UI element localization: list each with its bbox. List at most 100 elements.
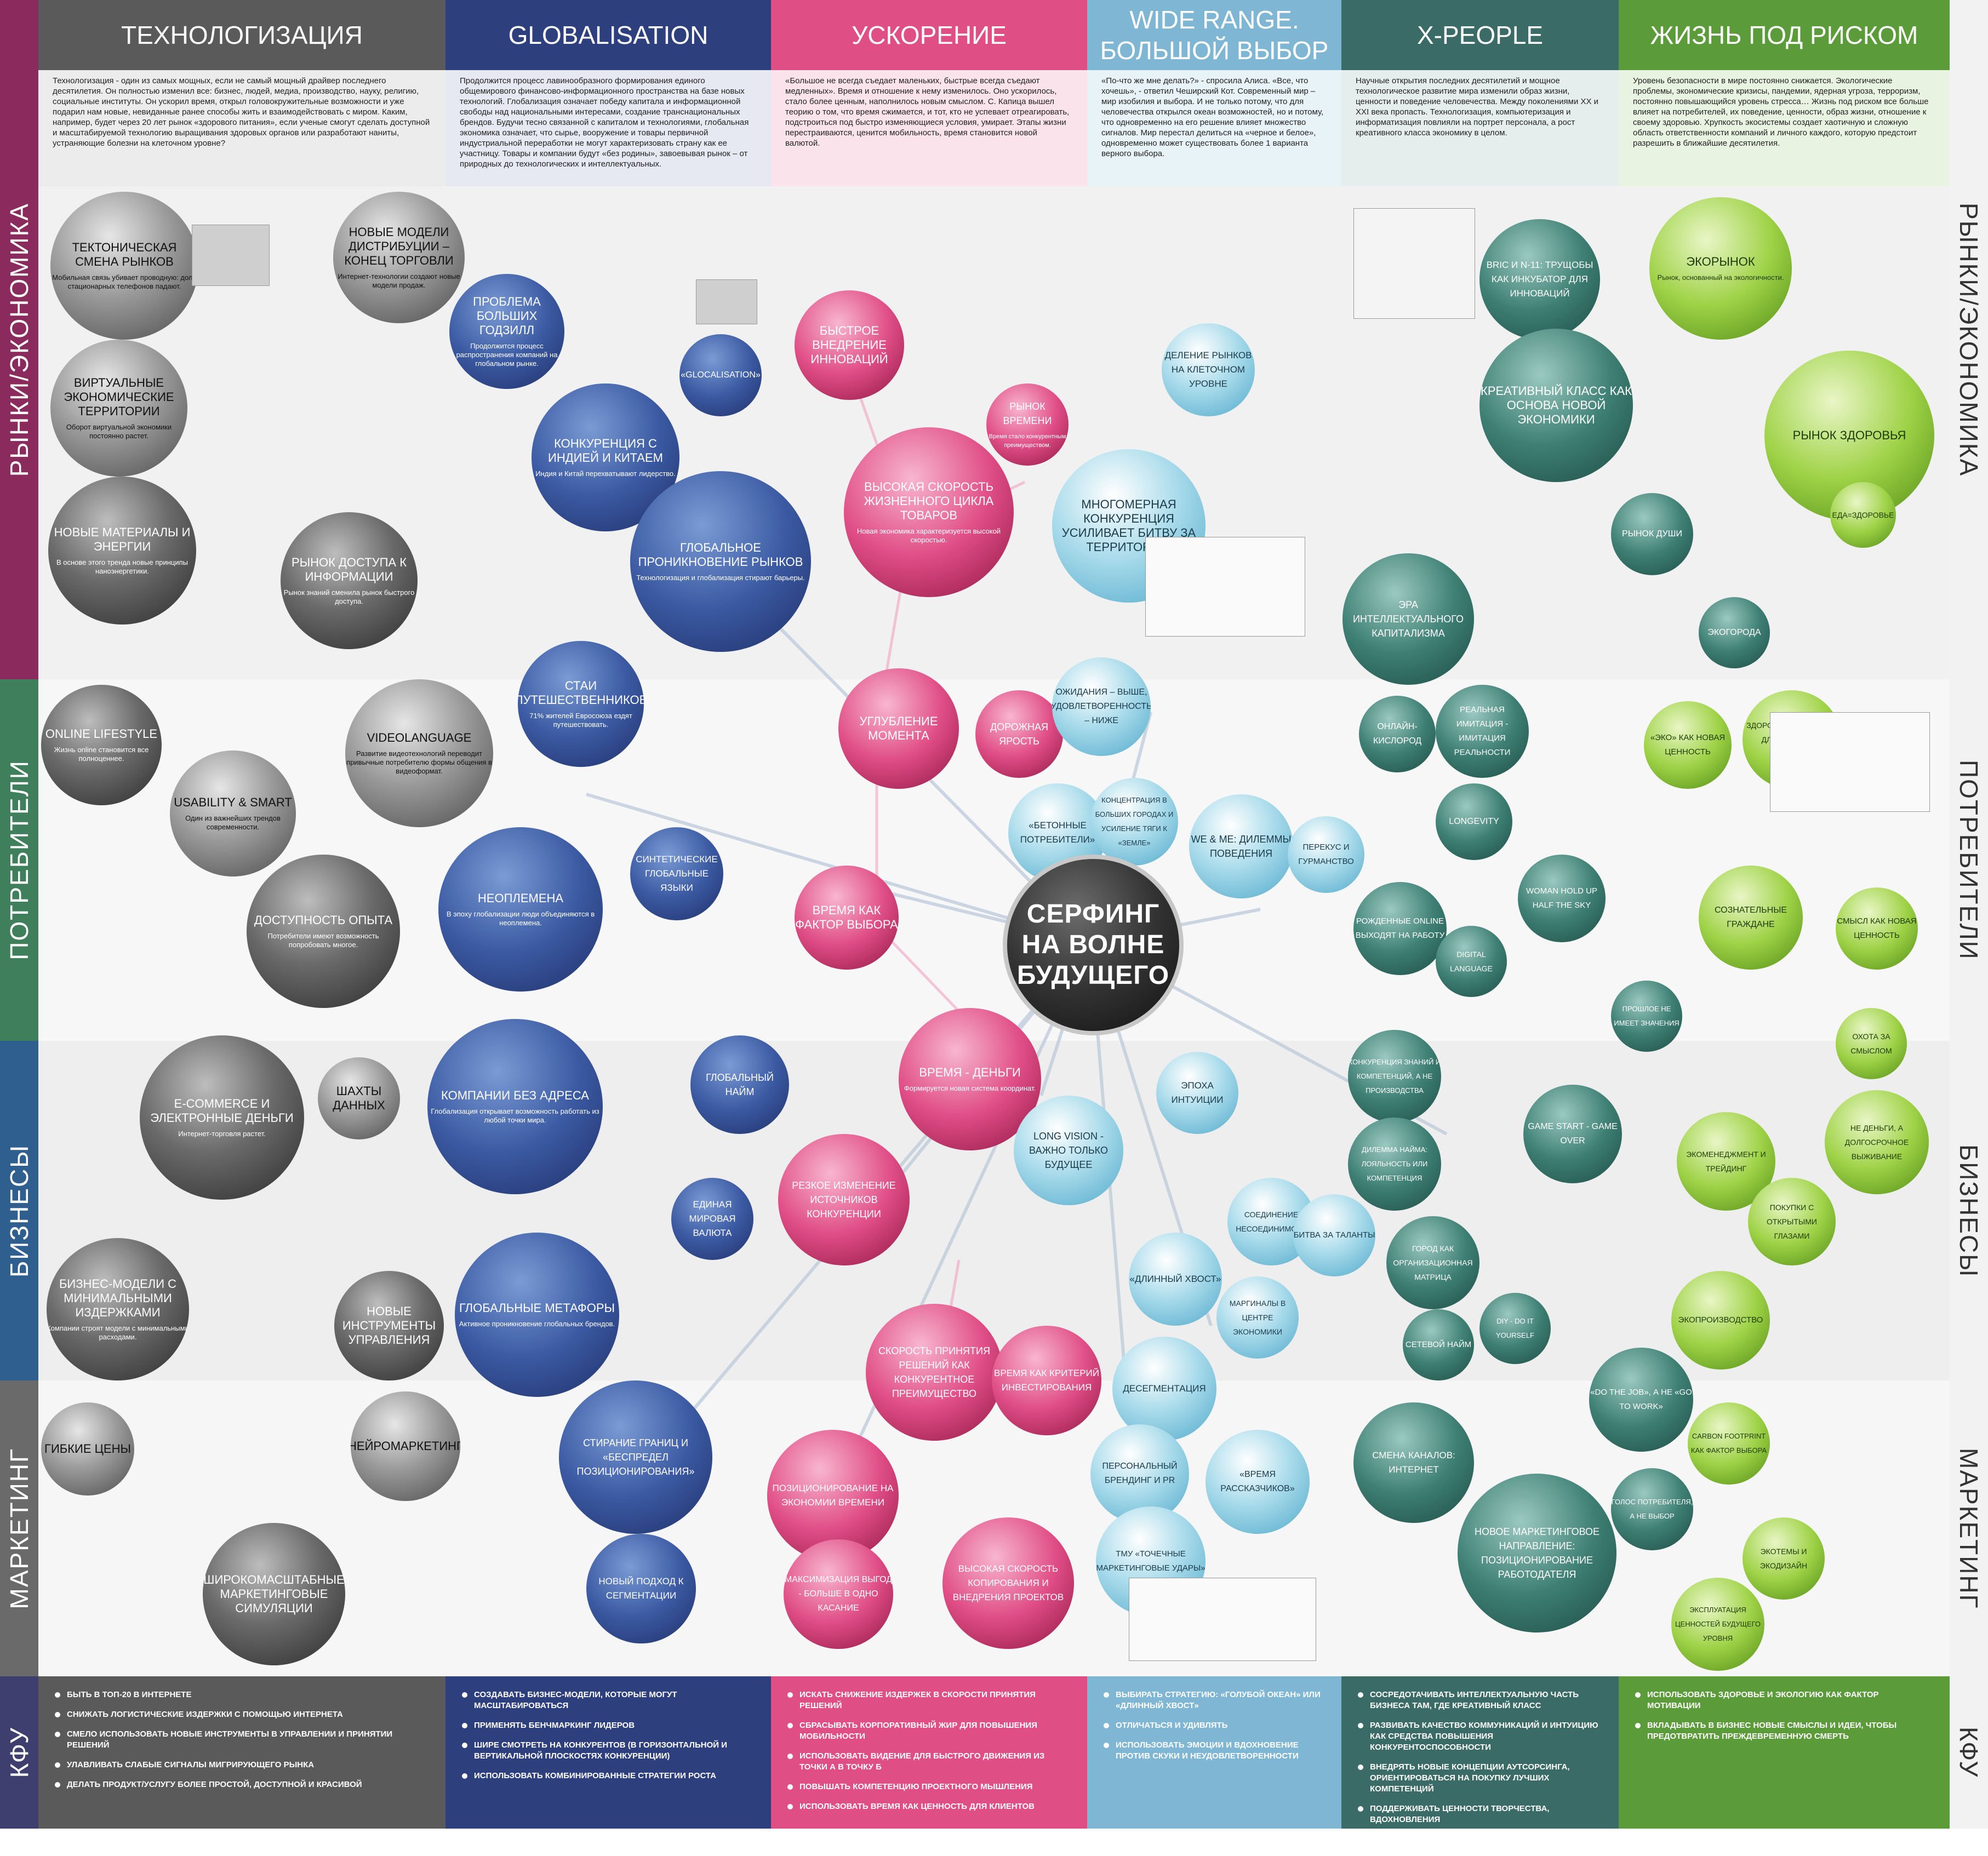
bubble-copy-speed[interactable]: ВЫСОКАЯ СКОРОСТЬ КОПИРОВАНИЯ И ВНЕДРЕНИЯ… [942,1517,1074,1649]
bubble-no-address-companies[interactable]: КОМПАНИИ БЕЗ АДРЕСА Глобализация открыва… [427,1019,603,1194]
bubble-text: Мобильная связь убивает проводную: доли … [52,273,197,290]
bubble-diy[interactable]: DIY - DO IT YOURSELF [1479,1293,1551,1364]
bubble-decision-speed[interactable]: СКОРОСТЬ ПРИНЯТИЯ РЕШЕНИЙ КАК КОНКУРЕНТН… [866,1304,1003,1441]
kfu-list: СОЗДАВАТЬ БИЗНЕС-МОДЕЛИ, КОТОРЫЕ МОГУТ М… [462,1689,755,1781]
bubble-cell-markets[interactable]: ДЕЛЕНИЕ РЫНКОВ НА КЛЕТОЧНОМ УРОВНЕ [1162,323,1255,416]
bubble-new-distribution[interactable]: НОВЫЕ МОДЕЛИ ДИСТРИБУЦИИ – КОНЕЦ ТОРГОВЛ… [333,192,465,323]
kfu-item: ВКЛАДЫВАТЬ В БИЗНЕС НОВЫЕ СМЫСЛЫ И ИДЕИ,… [1635,1720,1933,1742]
bubble-employer-positioning[interactable]: НОВОЕ МАРКЕТИНГОВОЕ НАПРАВЛЕНИЕ: ПОЗИЦИО… [1458,1474,1616,1632]
bubble-lifecycle-speed[interactable]: ВЫСОКАЯ СКОРОСТЬ ЖИЗНЕННОГО ЦИКЛА ТОВАРО… [844,427,1014,597]
bubble-deep-moment[interactable]: УГЛУБЛЕНИЕ МОМЕНТА [838,668,959,789]
bubble-time-choice[interactable]: ВРЕМЯ КАК ФАКТОР ВЫБОРА [795,866,899,970]
bubble-creative-class[interactable]: КРЕАТИВНЫЙ КЛАСС КАК ОСНОВА НОВОЙ ЭКОНОМ… [1479,329,1633,482]
bubble-title: ДЕСЕГМЕНТАЦИЯ [1123,1383,1206,1394]
bubble-neotribes[interactable]: НЕОПЛЕМЕНА В эпоху глобализации люди объ… [438,827,603,992]
bubble-glocalisation[interactable]: «GLOCALISATION» [679,334,762,416]
bubble-game-start-over[interactable]: GAME START - GAME OVER [1523,1085,1622,1183]
bubble-meaning-value[interactable]: СМЫСЛ КАК НОВАЯ ЦЕННОСТЬ [1836,887,1918,970]
bubble-virtual-territories[interactable]: ВИРТУАЛЬНЫЕ ЭКОНОМИЧЕСКИЕ ТЕРРИТОРИИ Обо… [50,340,187,477]
bubble-consumer-voice[interactable]: ГОЛОС ПОТРЕБИТЕЛЯ, А НЕ ВЫБОР [1611,1468,1693,1550]
bubble-time-market[interactable]: РЫНОК ВРЕМЕНИ Время стало конкурентным п… [986,383,1069,466]
column-speed: УСКОРЕНИЕ «Большое не всегда съедает мал… [771,0,1087,1676]
bubble-max-benefits[interactable]: МАКСИМИЗАЦИЯ ВЫГОД - БОЛЬШЕ В ОДНО КАСАН… [784,1539,893,1649]
bubble-eco-design[interactable]: ЭКОТЕМЫ И ЭКОДИЗАЙН [1743,1517,1825,1600]
bubble-ecommerce[interactable]: E-COMMERCE И ЭЛЕКТРОННЫЕ ДЕНЬГИ Интернет… [140,1035,304,1200]
bubble-food-health[interactable]: ЕДА=ЗДОРОВЬЕ [1830,482,1896,548]
bubble-network-hiring[interactable]: СЕТЕВОЙ НАЙМ [1403,1309,1474,1380]
bubble-storytellers[interactable]: «ВРЕМЯ РАССКАЗЧИКОВ» [1206,1430,1310,1534]
bubble-tectonic-shift[interactable]: ТЕКТОНИЧЕСКАЯ СМЕНА РЫНКОВ Мобильная свя… [50,192,198,340]
bubble-global-metaphors[interactable]: ГЛОБАЛЬНЫЕ МЕТАФОРЫ Активное проникновен… [455,1233,619,1397]
bubble-born-online[interactable]: РОЖДЕННЫЕ ONLINE ВЫХОДЯТ НА РАБОТУ [1353,882,1447,975]
bubble-time-investment[interactable]: ВРЕМЯ КАК КРИТЕРИЙ ИНВЕСТИРОВАНИЯ [992,1326,1101,1435]
bubble-personal-branding[interactable]: ПЕРСОНАЛЬНЫЙ БРЕНДИНГ И PR [1090,1424,1189,1523]
bubble-long-vision[interactable]: LONG VISION - ВАЖНО ТОЛЬКО БУДУЩЕЕ [1014,1096,1123,1205]
bubble-woman-sky[interactable]: WOMAN HOLD UP HALF THE SKY [1518,855,1606,942]
bubble-new-segmentation[interactable]: НОВЫЙ ПОДХОД К СЕГМЕНТАЦИИ [586,1534,696,1643]
bubble-text: Интернет-технологии создают новые модели… [338,272,460,289]
bubble-neuromarketing[interactable]: НЕЙРОМАРКЕТИНГ [351,1391,460,1501]
bubble-new-materials[interactable]: НОВЫЕ МАТЕРИАЛЫ И ЭНЕРГИИ В основе этого… [48,477,196,625]
bubble-we-me[interactable]: WE & ME: ДИЛЕММЫ ПОВЕДЕНИЯ [1189,794,1293,898]
bubble-do-the-job[interactable]: «DO THE JOB», А НЕ «GO TO WORK» [1589,1348,1693,1452]
bubble-flexible-prices[interactable]: ГИБКИЕ ЦЕНЫ [41,1402,134,1496]
bubble-marketing-simulations[interactable]: ШИРОКОМАСШТАБНЫЕ МАРКЕТИНГОВЫЕ СИМУЛЯЦИИ [203,1523,345,1665]
bubble-open-eyes[interactable]: ПОКУПКИ С ОТКРЫТЫМИ ГЛАЗАМИ [1748,1178,1836,1265]
photo-placeholder [1129,1578,1316,1661]
bubble-usability-smart[interactable]: USABILITY & SMART Один из важнейших трен… [170,751,296,877]
bubble-big-cities[interactable]: КОНЦЕНТРАЦИЯ В БОЛЬШИХ ГОРОДАХ И УСИЛЕНИ… [1090,778,1178,866]
bubble-channel-shift[interactable]: СМЕНА КАНАЛОВ: ИНТЕРНЕТ [1353,1402,1474,1523]
bubble-videolanguage[interactable]: VIDEOLANGUAGE Развитие видеотехнологий п… [345,679,493,827]
bubble-city-matrix[interactable]: ГОРОД КАК ОРГАНИЗАЦИОННАЯ МАТРИЦА [1386,1216,1479,1309]
column-intro: Уровень безопасности в мире постоянно сн… [1619,70,1950,186]
bubble-godzillas[interactable]: ПРОБЛЕМА БОЛЬШИХ ГОДЗИЛЛ Продолжится про… [449,274,564,389]
bubble-expectations[interactable]: ОЖИДАНИЯ – ВЫШЕ, УДОВЛЕТВОРЕННОСТЬ – НИЖ… [1052,657,1151,756]
bubble-marginals[interactable]: МАРГИНАЛЫ В ЦЕНТРЕ ЭКОНОМИКИ [1216,1276,1299,1359]
bubble-meaning-hunt[interactable]: ОХОТА ЗА СМЫСЛОМ [1836,1008,1907,1079]
bubble-longevity[interactable]: LONGEVITY [1436,783,1512,860]
bubble-digital-language[interactable]: DIGITAL LANGUAGE [1436,926,1507,997]
bubble-road-rage[interactable]: ДОРОЖНАЯ ЯРОСТЬ [975,690,1063,778]
center-bubble[interactable]: СЕРФИНГ НА ВОЛНЕ БУДУЩЕГО [1003,855,1184,1035]
bubble-carbon-footprint[interactable]: CARBON FOOTPRINT КАК ФАКТОР ВЫБОРА [1688,1402,1770,1485]
bubble-eco-cities[interactable]: ЭКОГОРОДА [1699,597,1770,668]
bubble-online-oxygen[interactable]: ОНЛАЙН-КИСЛОРОД [1359,696,1436,772]
bubble-text: Технологизация и глобализация стирают ба… [636,574,805,582]
bubble-eco-production[interactable]: ЭКОПРОИЗВОДСТВО [1671,1271,1770,1370]
bubble-world-currency[interactable]: ЕДИНАЯ МИРОВАЯ ВАЛЮТА [671,1178,753,1260]
bubble-min-cost-models[interactable]: БИЗНЕС-МОДЕЛИ С МИНИМАЛЬНЫМИ ИЗДЕРЖКАМИ … [47,1238,189,1380]
bubble-synthetic-languages[interactable]: СИНТЕТИЧЕСКИЕ ГЛОБАЛЬНЫЕ ЯЗЫКИ [630,827,723,920]
bubble-eco-market[interactable]: ЭКОРЫНОК Рынок, основанный на экологично… [1649,197,1792,340]
bubble-time-money[interactable]: ВРЕМЯ - ДЕНЬГИ Формируется новая система… [899,1008,1041,1150]
bubble-title: СТИРАНИЕ ГРАНИЦ И «БЕСПРЕДЕЛ ПОЗИЦИОНИРО… [576,1437,695,1477]
bubble-borders-erasing[interactable]: СТИРАНИЕ ГРАНИЦ И «БЕСПРЕДЕЛ ПОЗИЦИОНИРО… [559,1380,712,1534]
column-title: ТЕХНОЛОГИЗАЦИЯ [38,0,445,70]
bubble-new-management-tools[interactable]: НОВЫЕ ИНСТРУМЕНТЫ УПРАВЛЕНИЯ [334,1271,444,1380]
bubble-past-irrelevant[interactable]: ПРОШЛОЕ НЕ ИМЕЕТ ЗНАЧЕНИЯ [1611,981,1682,1052]
bubble-data-mines[interactable]: ШАХТЫ ДАННЫХ [318,1057,400,1139]
bubble-long-survival[interactable]: НЕ ДЕНЬГИ, А ДОЛГОСРОЧНОЕ ВЫЖИВАНИЕ [1825,1090,1929,1194]
bubble-global-penetration[interactable]: ГЛОБАЛЬНОЕ ПРОНИКНОВЕНИЕ РЫНКОВ Технолог… [630,471,811,652]
bubble-hiring-dilemma[interactable]: ДИЛЕММА НАЙМА: ЛОЯЛЬНОСТЬ ИЛИ КОМПЕТЕНЦИ… [1348,1118,1441,1211]
bubble-talent-war[interactable]: БИТВА ЗА ТАЛАНТЫ [1293,1194,1375,1276]
bubble-fast-innovation[interactable]: БЫСТРОЕ ВНЕДРЕНИЕ ИННОВАЦИЙ [795,290,904,400]
bubble-info-access[interactable]: РЫНОК ДОСТУПА К ИНФОРМАЦИИ Рынок знаний … [281,512,418,649]
bubble-snack-gourmet[interactable]: ПЕРЕКУС И ГУРМАНСТВО [1288,816,1364,893]
bubble-conscious-citizens[interactable]: СОЗНАТЕЛЬНЫЕ ГРАЖДАНЕ [1699,866,1803,970]
bubble-travellers[interactable]: СТАИ ПУТЕШЕСТВЕННИКОВ 71% жителей Евросо… [518,641,644,767]
bubble-real-imitation[interactable]: РЕАЛЬНАЯ ИМИТАЦИЯ - ИМИТАЦИЯ РЕАЛЬНОСТИ [1436,685,1529,778]
bubble-intuition-era[interactable]: ЭПОХА ИНТУИЦИИ [1156,1052,1238,1134]
bubble-future-values[interactable]: ЭКСПЛУАТАЦИЯ ЦЕННОСТЕЙ БУДУЩЕГО УРОВНЯ [1671,1578,1764,1671]
bubble-long-tail[interactable]: «ДЛИННЫЙ ХВОСТ» [1129,1233,1222,1326]
bubble-online-lifestyle[interactable]: ONLINE LIFESTYLE Жизнь online становится… [41,685,162,805]
bubble-desegmentation[interactable]: ДЕСЕГМЕНТАЦИЯ [1112,1337,1216,1441]
bubble-eco-value[interactable]: «ЭКО» КАК НОВАЯ ЦЕННОСТЬ [1644,701,1732,789]
bubble-competition-sources[interactable]: РЕЗКОЕ ИЗМЕНЕНИЕ ИСТОЧНИКОВ КОНКУРЕНЦИИ [778,1134,910,1265]
bubble-soul-market[interactable]: РЫНОК ДУШИ [1611,493,1693,575]
bubble-access-experience[interactable]: ДОСТУПНОСТЬ ОПЫТА Потребители имеют возм… [247,855,400,1008]
bubble-bric-n11[interactable]: BRIC И N-11: ТРУЩОБЫ КАК ИНКУБАТОР ДЛЯ И… [1479,219,1600,340]
bubble-knowledge-competition[interactable]: КОНКУРЕНЦИЯ ЗНАНИЙ И КОМПЕТЕНЦИЙ, А НЕ П… [1348,1030,1441,1123]
bubble-global-hiring[interactable]: ГЛОБАЛЬНЫЙ НАЙМ [690,1035,789,1134]
bubble-title: ВЫСОКАЯ СКОРОСТЬ ЖИЗНЕННОГО ЦИКЛА ТОВАРО… [864,480,994,522]
bubble-intellectual-capitalism[interactable]: ЭРА ИНТЕЛЛЕКТУАЛЬНОГО КАПИТАЛИЗМА [1343,553,1474,685]
